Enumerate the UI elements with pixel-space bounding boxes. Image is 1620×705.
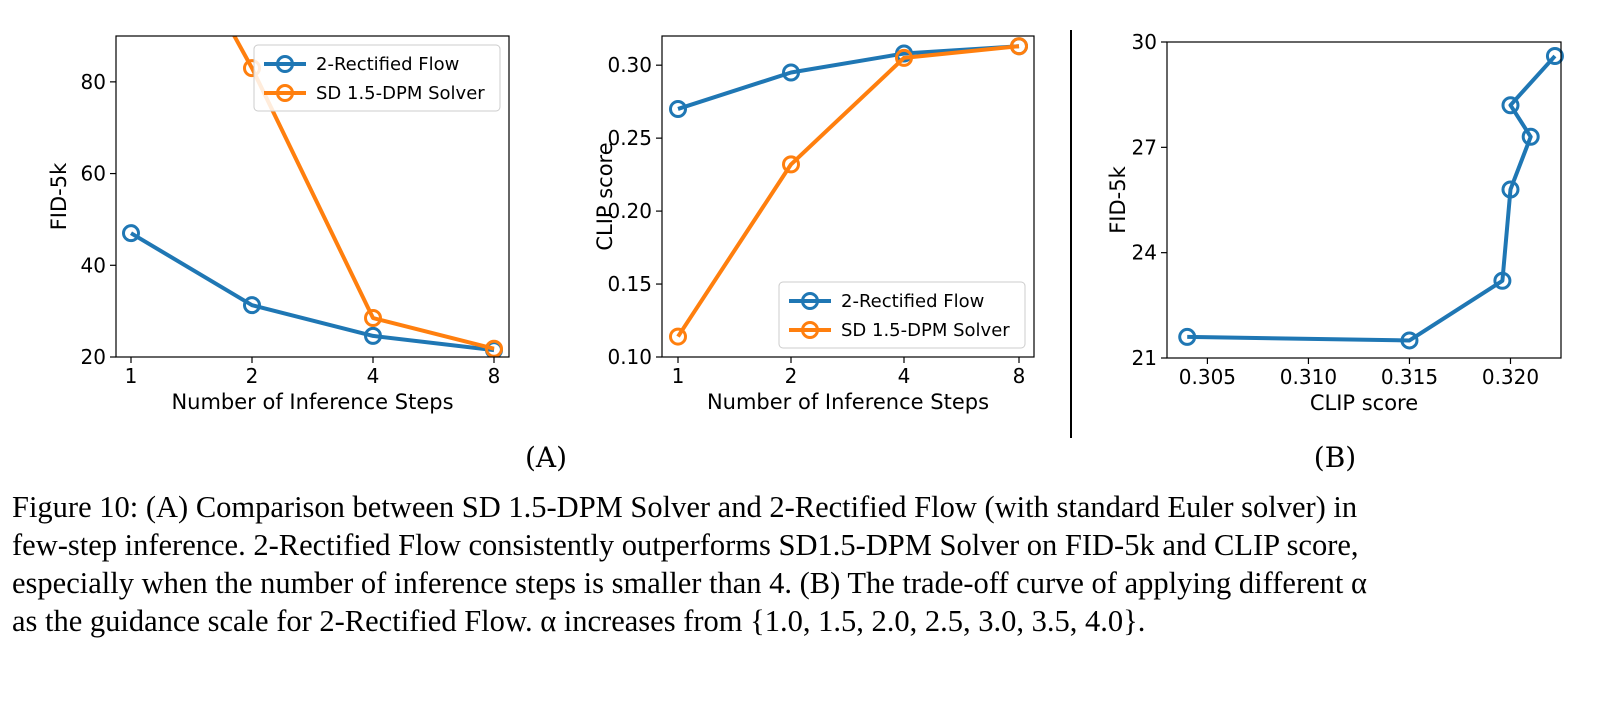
x-tick-label: 2 [246,364,259,388]
data-point [669,327,687,346]
x-tick-label: 0.320 [1482,365,1539,389]
series-group [122,36,503,357]
x-tick-label: 0.315 [1381,365,1438,389]
data-point [1010,37,1028,56]
data-point [1545,47,1564,66]
legend-box [778,281,1026,349]
legend-label: 2-Rectified Flow [841,291,984,312]
series-line [677,44,1020,111]
x-tick-label: 4 [367,364,380,388]
x-tick-label: 4 [898,364,911,388]
data-point [1493,271,1512,290]
series-line [232,36,495,351]
y-axis-label: FID-5k [1106,165,1130,233]
data-point [485,339,503,357]
y-tick-label: 24 [1132,241,1157,265]
x-tick-label: 1 [125,364,138,388]
y-axis-label: CLIP score [593,142,617,250]
series-line [676,44,1020,338]
data-point [1521,127,1540,146]
legend-label: SD 1.5-DPM Solver [841,320,1010,341]
y-tick-label: 0.15 [607,272,652,296]
x-tick-label: 8 [488,364,501,388]
legend-label: SD 1.5-DPM Solver [316,83,485,104]
series-line [129,231,495,353]
caption-line: Figure 10: (A) Comparison between SD 1.5… [12,490,1358,524]
data-point [122,224,140,243]
chart-clip-vs-steps: 0.10 0.15 0.20 0.25 0.30 1 2 4 8 Number of Infere… [593,35,1035,414]
y-tick-label: 80 [81,70,106,94]
y-tick-label: 40 [81,253,106,277]
y-tick-label: 20 [81,345,106,369]
caption-line: few-step inference. 2-Rectified Flow con… [12,528,1359,562]
legend-swatch-marker [801,292,819,310]
data-point [895,48,913,67]
x-axis-label: CLIP score [1310,391,1418,415]
x-tick-label: 0.310 [1280,365,1337,389]
y-tick-label: 60 [81,162,106,186]
series-group [669,37,1028,346]
x-axis-label: Number of Inference Steps [707,390,989,414]
panel-label-b: (B) [1314,441,1356,474]
legend-swatch-marker [801,321,819,339]
data-point [1400,331,1419,350]
x-tick-label: 2 [785,364,798,388]
legend-label: 2-Rectified Flow [316,54,459,75]
caption-line: especially when the number of inference … [12,566,1367,600]
panel-label-a: (A) [525,441,567,474]
y-tick-label: 0.25 [607,126,652,150]
y-tick-label: 21 [1132,346,1157,370]
caption-line: as the guidance scale for 2-Rectified Fl… [12,604,1146,638]
data-point [1501,96,1520,115]
legend: 2-Rectified Flow SD 1.5-DPM Solver [253,44,501,112]
x-tick-label: 0.305 [1179,365,1236,389]
x-axis-label: Number of Inference Steps [171,390,453,414]
chart-fid-vs-clip: 21 24 27 30 0.305 0.310 0.315 0.320 CLIP score FI… [1106,30,1564,415]
chart-fid-vs-steps: 20 40 60 80 1 2 4 8 Number of Inference Steps FID… [47,35,510,414]
plot-frame [115,35,510,358]
y-tick-label: 0.20 [607,199,652,223]
legend: 2-Rectified Flow SD 1.5-DPM Solver [778,281,1026,349]
plot-frame [1166,41,1562,359]
data-point [782,155,800,174]
data-point [1501,180,1520,199]
y-axis-label: FID-5k [47,162,71,230]
data-point [669,99,687,118]
legend-swatch-marker [276,55,294,73]
y-tick-label: 0.10 [607,345,652,369]
data-point [1178,327,1197,346]
x-tick-label: 1 [672,364,685,388]
plot-frame [661,35,1035,358]
legend-box [253,44,501,112]
x-tick-label: 8 [1013,364,1026,388]
y-tick-label: 27 [1132,135,1157,159]
legend-swatch-marker [276,84,294,102]
data-point [782,63,800,82]
data-point [364,326,382,345]
y-tick-label: 0.30 [607,53,652,77]
figure-caption: Figure 10: (A) Comparison between SD 1.5… [12,488,1612,640]
data-point [243,296,261,315]
data-point [364,309,382,328]
series-line [1187,54,1557,343]
y-tick-label: 30 [1132,30,1157,54]
